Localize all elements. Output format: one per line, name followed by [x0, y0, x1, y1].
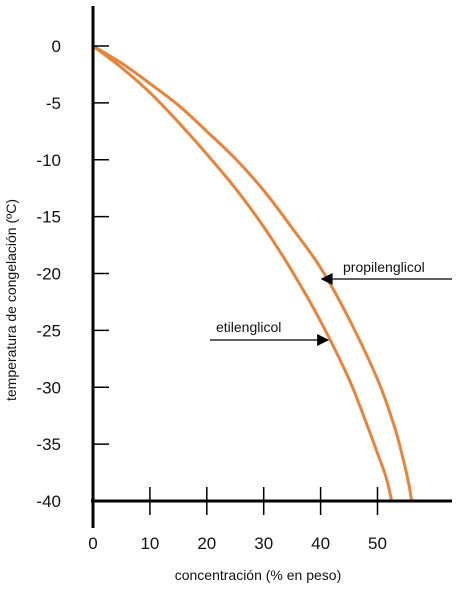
- y-tick-label: -30: [36, 378, 61, 397]
- annotation-label-propilenglicol: propilenglicol: [343, 259, 425, 275]
- annotation-arrow-head: [317, 334, 330, 346]
- annotation-arrow-head: [320, 273, 333, 285]
- x-axis-title: concentración (% en peso): [175, 567, 342, 583]
- x-tick-label: 50: [368, 534, 387, 553]
- y-tick-label: -10: [36, 151, 61, 170]
- y-tick-label: -25: [36, 321, 61, 340]
- y-tick-label: 0: [52, 37, 61, 56]
- y-tick-label: -20: [36, 265, 61, 284]
- axes: [91, 6, 452, 528]
- x-tick-label: 40: [311, 534, 330, 553]
- y-tick-label: -5: [46, 94, 61, 113]
- y-tick-label: -35: [36, 435, 61, 454]
- series-line-propilenglicol: [91, 44, 394, 503]
- plot-lines: [91, 44, 414, 503]
- y-tick-label: -15: [36, 208, 61, 227]
- x-tick-label: 10: [140, 534, 159, 553]
- x-tick-label: 30: [254, 534, 273, 553]
- annotation-label-etilenglicol: etilenglicol: [216, 319, 281, 335]
- x-tick-label: 20: [197, 534, 216, 553]
- x-ticks: 0 10 20 30 40 50: [88, 487, 387, 553]
- y-axis-title: temperatura de congelación (ºC): [3, 199, 19, 401]
- y-tick-label: -40: [36, 492, 61, 511]
- series-line-etilenglicol: [91, 44, 414, 503]
- x-tick-label: 0: [88, 534, 97, 553]
- y-ticks: 0 -5 -10 -15 -20 -25 -30 -35 -40: [36, 37, 109, 511]
- annotations: propilenglicol etilenglicol: [210, 259, 452, 346]
